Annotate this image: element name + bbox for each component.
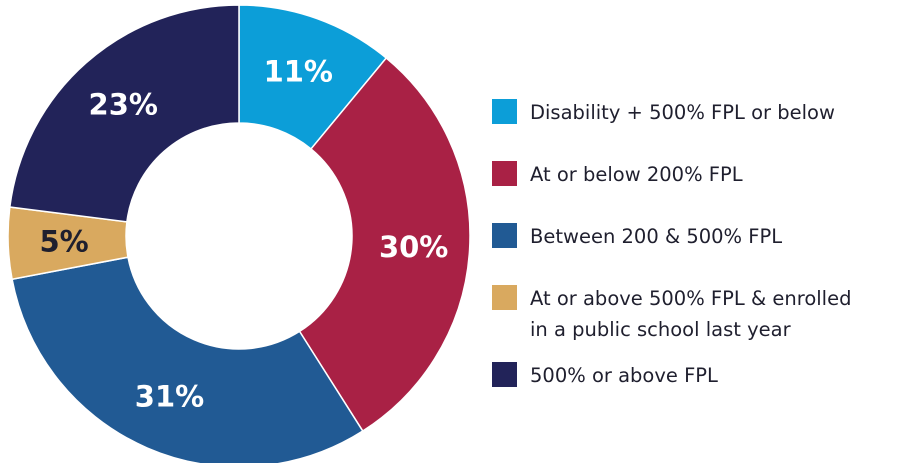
- legend-label-between-200-500: Between 200 & 500% FPL: [530, 225, 783, 248]
- legend-item-below-200: At or below 200% FPL: [492, 159, 743, 190]
- slice-label-below-200: 30%: [379, 230, 448, 264]
- legend-label-below-200: At or below 200% FPL: [530, 163, 743, 186]
- slice-label-between-200-500: 31%: [135, 380, 204, 414]
- legend-label-disability: Disability + 500% FPL or below: [530, 101, 835, 124]
- donut-slice-between-200-500: [11, 256, 364, 463]
- donut-slice-below-200: [298, 56, 471, 433]
- legend-swatch-public-school: [492, 285, 517, 310]
- legend-item-500-above: 500% or above FPL: [492, 360, 718, 391]
- donut-slice-500-above: [8, 4, 240, 223]
- legend-label-public-school: At or above 500% FPL & enrolled in a pub…: [530, 287, 852, 341]
- slice-label-disability: 11%: [264, 54, 333, 88]
- legend-swatch-below-200: [492, 161, 517, 186]
- slice-label-500-above: 23%: [89, 88, 158, 122]
- legend-swatch-500-above: [492, 362, 517, 387]
- legend-item-disability: Disability + 500% FPL or below: [492, 97, 835, 128]
- legend-swatch-between-200-500: [492, 223, 517, 248]
- legend-item-between-200-500: Between 200 & 500% FPL: [492, 221, 782, 252]
- slice-label-public-school: 5%: [39, 224, 88, 258]
- legend-label-500-above: 500% or above FPL: [530, 364, 718, 387]
- legend-swatch-disability: [492, 99, 517, 124]
- legend-item-public-school: At or above 500% FPL & enrolled in a pub…: [492, 283, 851, 345]
